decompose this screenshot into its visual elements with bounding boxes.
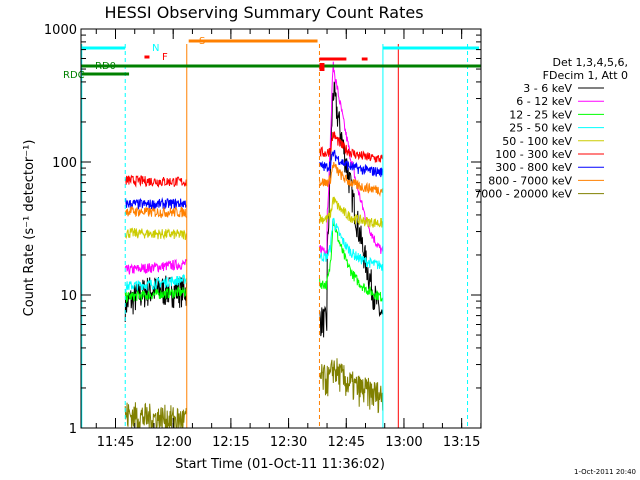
legend-entry-label-0: 3 - 6 keV: [523, 82, 572, 95]
series-line-3-0: [124, 273, 188, 293]
x-tick-label: 12:15: [212, 435, 249, 450]
x-tick-label: 13:00: [385, 435, 422, 450]
series-line-2-1: [319, 220, 384, 303]
y-axis-label: Count Rate (s⁻¹ detector⁻¹): [22, 140, 37, 317]
y-tick-label: 1000: [44, 23, 77, 38]
series-line-8-1: [319, 358, 384, 414]
flag-label-f: F: [162, 52, 168, 63]
legend-header-line-1: Det 1,3,4,5,6,: [552, 56, 628, 69]
flag-label-s: S: [199, 36, 205, 47]
x-tick-label: 12:00: [154, 435, 191, 450]
series-3: [124, 217, 384, 293]
flag-label-n: N: [152, 43, 159, 54]
flag-layer: NF S RD0 RDC: [63, 36, 481, 428]
legend: Det 1,3,4,5,6, FDecim 1, Att 0 3 - 6 keV…: [474, 56, 628, 201]
series-6: [124, 149, 384, 211]
series-4: [124, 196, 384, 241]
y-tick-label: 10: [60, 289, 77, 304]
series-line-1-0: [124, 258, 188, 275]
x-tick-label: 11:45: [97, 435, 134, 450]
series-line-5-0: [124, 174, 188, 189]
legend-entry-label-1: 6 - 12 keV: [516, 95, 572, 108]
series-line-7-1: [319, 161, 384, 198]
x-axis-label: Start Time (01-Oct-11 11:36:02): [175, 457, 385, 472]
series-line-3-1: [319, 217, 384, 271]
legend-entry-label-2: 12 - 25 keV: [509, 108, 572, 121]
series-5: [124, 131, 384, 189]
legend-entry-label-6: 300 - 800 keV: [495, 161, 572, 174]
series-8: [124, 358, 384, 428]
series-line-2-0: [124, 286, 188, 304]
series-7: [124, 161, 384, 219]
series-line-6-1: [319, 149, 384, 178]
series-line-6-0: [124, 197, 188, 211]
flag-label-rd0: RD0: [95, 61, 116, 72]
timestamp: 1-Oct-2011 20:40: [574, 468, 636, 476]
y-tick-label: 1: [69, 422, 77, 437]
x-tick-label: 12:45: [328, 435, 365, 450]
series-line-5-1: [319, 131, 384, 164]
legend-entry-label-7: 800 - 7000 keV: [488, 174, 572, 187]
chart-title: HESSI Observing Summary Count Rates: [104, 3, 423, 22]
series-2: [124, 220, 384, 304]
y-tick-label: 100: [52, 156, 77, 171]
x-tick-label: 12:30: [270, 435, 307, 450]
series-line-0-1: [319, 81, 384, 338]
series-line-7-0: [124, 205, 187, 219]
x-axis: 11:45 12:00 12:15 12:30 12:45 13:00 13:15: [95, 29, 482, 450]
legend-entry-label-4: 50 - 100 keV: [502, 135, 572, 148]
legend-entry-label-5: 100 - 300 keV: [495, 148, 572, 161]
legend-entry-label-8: 7000 - 20000 keV: [474, 188, 572, 201]
legend-header-line-2: FDecim 1, Att 0: [543, 69, 628, 82]
series-line-4-0: [124, 227, 187, 241]
series-line-0-0: [124, 275, 188, 323]
legend-entry-label-3: 25 - 50 keV: [509, 122, 572, 135]
data-layer: [124, 61, 384, 428]
flag-label-rdc: RDC: [63, 70, 85, 81]
plot-frame: [80, 28, 482, 429]
y-axis: 1 10 100 1000: [44, 23, 481, 437]
x-tick-label: 13:15: [443, 435, 480, 450]
flag-marker: [319, 63, 325, 71]
series-line-4-1: [319, 196, 384, 228]
